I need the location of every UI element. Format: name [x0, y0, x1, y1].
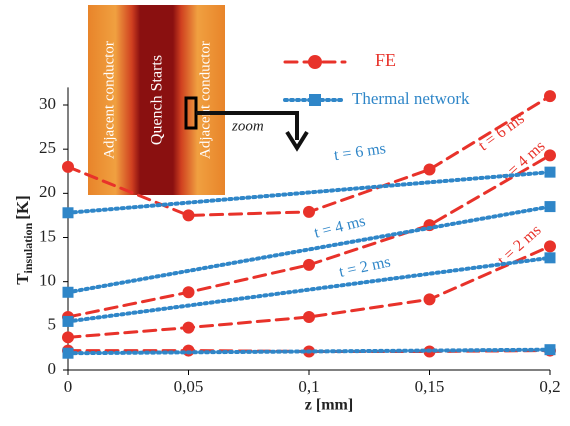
inset: Adjacent conductor Quench Starts Adjacen…	[88, 5, 307, 195]
y-tick-label: 10	[39, 271, 56, 290]
y-label-subscript: insulation	[21, 222, 35, 273]
point	[63, 348, 74, 359]
point	[63, 287, 74, 298]
x-tick-label: 0,05	[174, 377, 204, 396]
y-tick-label: 20	[39, 182, 56, 201]
curve-label: t = 6 ms	[475, 110, 527, 154]
zoom-label: zoom	[231, 118, 264, 134]
curve-label: t = 6 ms	[333, 140, 387, 164]
point	[63, 207, 74, 218]
inset-label: Adjacent conductor	[197, 41, 213, 159]
point	[545, 344, 556, 355]
line	[68, 207, 550, 293]
x-tick-label: 0,1	[298, 377, 319, 396]
chart: Adjacent conductor Quench Starts Adjacen…	[0, 0, 570, 426]
legend-label: FE	[375, 50, 396, 70]
x-tick-label: 0,15	[415, 377, 445, 396]
point	[183, 286, 195, 298]
point	[62, 161, 74, 173]
point	[303, 206, 315, 218]
point	[424, 293, 436, 305]
point	[545, 201, 556, 212]
x-tick-label: 0	[64, 377, 73, 396]
point	[545, 167, 556, 178]
curve-label: t = 4 ms	[312, 213, 367, 242]
point	[545, 252, 556, 263]
legend-marker	[308, 55, 322, 69]
y-tick-label: 15	[39, 226, 56, 245]
legend-marker	[309, 94, 321, 106]
point	[62, 331, 74, 343]
legend-label: Thermal network	[352, 89, 470, 108]
point	[544, 240, 556, 252]
y-tick-label: 30	[39, 94, 56, 113]
curve-label: t = 2 ms	[338, 253, 393, 280]
point	[424, 163, 436, 175]
line	[68, 350, 550, 354]
y-tick-label: 0	[48, 359, 57, 378]
inset-label: Adjacent conductor	[101, 41, 117, 159]
x-tick-label: 0,2	[539, 377, 560, 396]
point	[544, 90, 556, 102]
x-axis-label: z [mm]	[305, 397, 353, 414]
y-axis-label: Tinsulation [K]	[13, 195, 35, 285]
y-label-symbol: T	[13, 273, 32, 285]
point	[183, 209, 195, 221]
y-tick-label: 5	[48, 315, 57, 334]
inset-label: Quench Starts	[149, 55, 166, 145]
point	[303, 259, 315, 271]
y-label-unit: [K]	[13, 195, 32, 220]
point	[303, 311, 315, 323]
point	[183, 322, 195, 334]
point	[63, 316, 74, 327]
y-tick-label: 25	[39, 138, 56, 157]
